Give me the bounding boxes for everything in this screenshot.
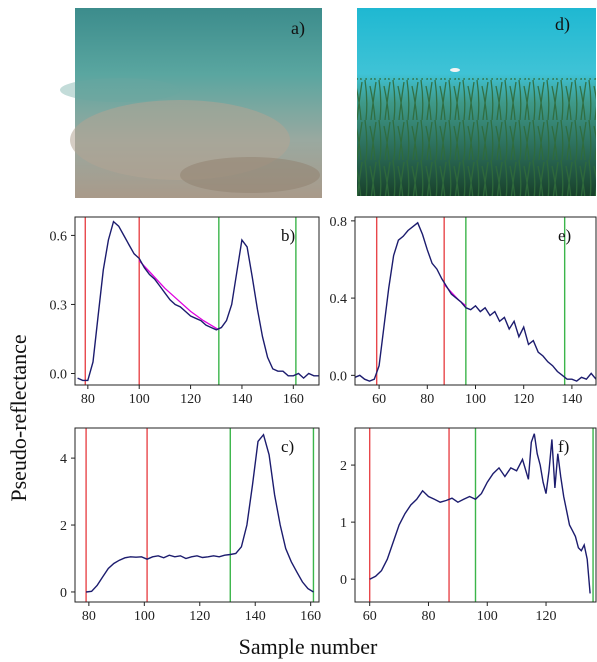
photo-d: d) (357, 8, 596, 196)
x-tick-label: 100 (465, 392, 486, 407)
panel-label: b) (281, 226, 295, 245)
series-line (354, 221, 597, 382)
series-line (77, 220, 319, 382)
panel-label: e) (558, 226, 571, 245)
x-tick-label: 100 (477, 609, 498, 624)
x-tick-label: 80 (420, 392, 434, 407)
series-line (86, 433, 314, 593)
x-tick-label: 80 (421, 609, 435, 624)
x-tick-label: 80 (81, 392, 95, 407)
y-tick-label: 2 (340, 459, 347, 474)
x-tick-label: 160 (283, 392, 304, 407)
series-line (369, 433, 591, 594)
x-tick-label: 140 (561, 392, 582, 407)
x-tick-label: 140 (245, 609, 266, 624)
panel-label: f) (558, 437, 569, 456)
y-tick-label: 0 (60, 586, 67, 601)
chart-panel-e: 60 80 100 120 140 0.0 0.4 0.8 e) (330, 215, 597, 407)
chart-panel-c: 80 100 120 140 160 0 2 4 c) (60, 427, 321, 624)
x-tick-label: 120 (536, 609, 557, 624)
y-tick-label: 0.0 (330, 369, 348, 384)
x-tick-label: 140 (231, 392, 252, 407)
y-tick-label: 0 (340, 573, 347, 588)
x-tick-label: 60 (372, 392, 386, 407)
x-tick-label: 160 (300, 609, 321, 624)
x-tick-label: 120 (513, 392, 534, 407)
y-tick-label: 0.8 (330, 215, 348, 230)
y-tick-label: 0.6 (50, 229, 68, 244)
photo-a: a) (60, 8, 322, 198)
plot-frame (74, 216, 320, 386)
plot-frame (354, 427, 597, 603)
x-tick-label: 120 (180, 392, 201, 407)
y-tick-label: 1 (340, 516, 347, 531)
y-tick-label: 0.0 (50, 367, 68, 382)
photo-a-label: a) (291, 18, 305, 39)
chart-panel-f: 60 80 100 120 0 1 2 f) (340, 427, 597, 624)
photo-d-label: d) (555, 14, 570, 35)
y-tick-label: 2 (60, 519, 67, 534)
x-tick-label: 120 (189, 609, 210, 624)
plot-frame (74, 427, 320, 603)
x-tick-label: 60 (363, 609, 377, 624)
x-tick-label: 80 (82, 609, 96, 624)
fit-line (138, 260, 220, 331)
x-tick-label: 100 (129, 392, 150, 407)
chart-panel-b: 80 100 120 140 160 0.0 0.3 0.6 b) (50, 216, 320, 407)
y-tick-label: 0.3 (50, 298, 68, 313)
y-tick-label: 4 (60, 452, 67, 467)
panel-label: c) (281, 437, 294, 456)
y-axis-title: Pseudo-reflectance (6, 334, 31, 501)
x-tick-label: 100 (134, 609, 155, 624)
y-tick-label: 0.4 (330, 292, 348, 307)
x-axis-title: Sample number (239, 634, 378, 659)
